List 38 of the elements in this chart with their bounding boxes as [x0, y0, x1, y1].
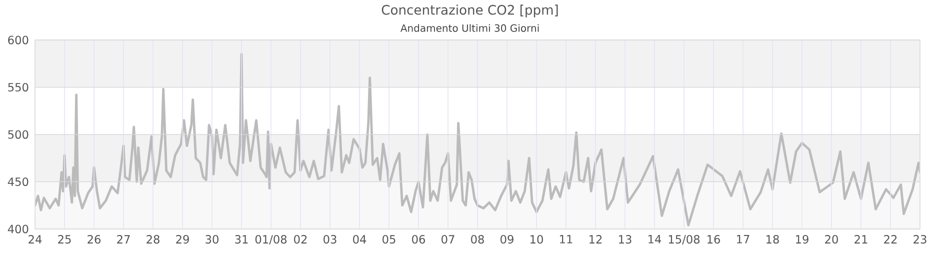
x-tick-label: 22: [884, 235, 897, 244]
x-tick-label: 10: [530, 235, 543, 244]
x-tick-label: 27: [117, 235, 130, 244]
y-tick-label: 500: [8, 130, 28, 139]
x-tick-label: 13: [619, 235, 632, 244]
chart-title: Concentrazione CO2 [ppm]: [382, 4, 558, 18]
x-tick-label: 26: [88, 235, 101, 244]
x-tick-label: 04: [353, 235, 366, 244]
y-tick-label: 450: [8, 177, 28, 186]
x-tick-label: 18: [766, 235, 779, 244]
x-tick-label: 11: [560, 235, 572, 244]
x-tick-label: 29: [176, 235, 189, 244]
x-tick-label: 23: [914, 235, 926, 244]
x-tick-label: 24: [28, 235, 42, 244]
x-tick-label: 21: [854, 235, 868, 244]
chart-subtitle: Andamento Ultimi 30 Giorni: [400, 24, 539, 32]
x-tick-label: 05: [382, 235, 396, 244]
x-tick-label: 19: [796, 235, 808, 244]
x-tick-label: 03: [324, 235, 336, 244]
y-tick-label: 550: [8, 82, 28, 92]
x-tick-label: 20: [825, 235, 838, 244]
x-tick-label: 15/08: [668, 235, 700, 244]
y-tick-label: 600: [8, 36, 28, 44]
x-tick-label: 06: [412, 235, 426, 244]
x-tick-label: 17: [737, 235, 750, 244]
x-tick-label: 25: [58, 235, 71, 244]
x-tick-label: 12: [590, 235, 602, 244]
x-tick-label: 14: [648, 235, 662, 244]
x-tick-label: 08: [471, 235, 484, 244]
y-tick-label: 400: [8, 224, 28, 234]
x-tick-label: 09: [500, 235, 514, 244]
x-tick-label: 28: [146, 235, 160, 244]
x-tick-label: 31: [235, 235, 248, 244]
x-tick-label: 30: [206, 235, 218, 244]
x-tick-label: 02: [294, 235, 307, 244]
x-tick-label: 16: [708, 235, 720, 244]
x-tick-label: 01/08: [255, 235, 287, 244]
x-tick-label: 07: [442, 235, 454, 244]
